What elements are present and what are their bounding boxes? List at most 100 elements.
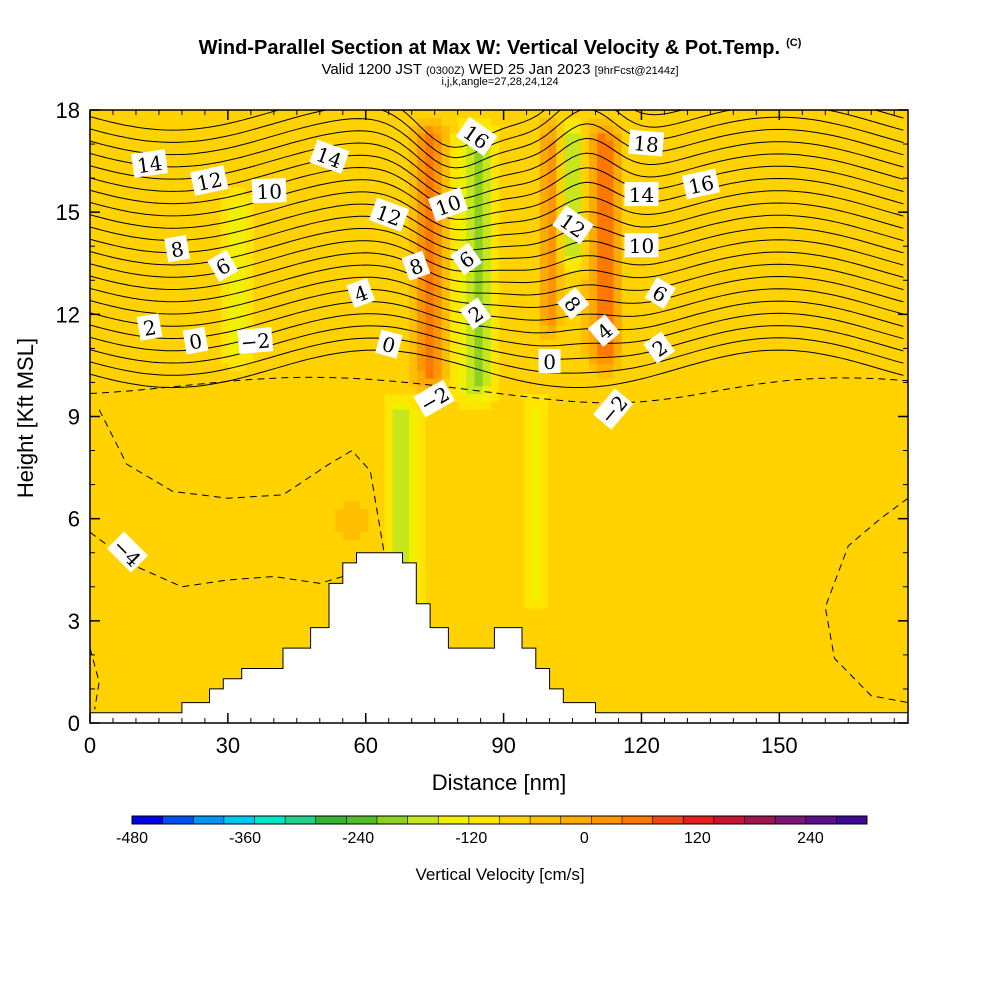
field-cell (155, 232, 165, 241)
field-cell (474, 401, 484, 410)
field-cell (359, 117, 369, 126)
field-cell (515, 117, 525, 126)
field-cell (188, 416, 197, 425)
field-cell (147, 194, 157, 203)
field-cell (499, 508, 508, 517)
field-cell (286, 232, 296, 241)
field-cell (204, 232, 214, 241)
field-cell (319, 477, 328, 487)
field-cell (572, 140, 582, 149)
field-cell (229, 148, 238, 157)
field-cell (580, 615, 590, 624)
field-cell (220, 531, 230, 540)
field-cell (409, 163, 418, 172)
field-cell (409, 125, 418, 134)
field-cell (90, 232, 99, 241)
field-cell (572, 316, 582, 326)
field-cell (523, 608, 533, 617)
field-cell (351, 531, 361, 540)
field-cell (229, 416, 238, 425)
field-cell (245, 416, 255, 425)
field-cell (212, 431, 222, 441)
field-cell (368, 347, 377, 356)
field-cell (220, 370, 230, 379)
field-cell (147, 301, 157, 310)
field-cell (90, 638, 99, 647)
field-cell (220, 523, 230, 533)
field-cell (319, 416, 328, 425)
field-cell (155, 316, 165, 326)
field-cell (188, 286, 197, 295)
field-cell (106, 201, 116, 211)
field-cell (139, 477, 148, 487)
field-cell (433, 523, 443, 533)
field-cell (351, 155, 361, 165)
field-cell (245, 224, 255, 234)
field-cell (310, 125, 320, 134)
field-cell (384, 362, 394, 372)
field-cell (474, 270, 484, 280)
field-cell (425, 339, 435, 349)
field-cell (139, 631, 148, 640)
field-cell (245, 454, 255, 464)
field-cell (139, 707, 148, 716)
field-cell (122, 577, 132, 586)
field-cell (302, 362, 312, 372)
field-cell (261, 439, 271, 448)
field-cell (155, 209, 165, 218)
field-cell (90, 669, 99, 678)
field-cell (253, 110, 263, 119)
field-cell (245, 539, 255, 548)
field-cell (482, 615, 492, 624)
field-cell (368, 370, 377, 379)
field-cell (580, 485, 590, 494)
field-cell (588, 592, 598, 601)
field-cell (556, 240, 566, 249)
field-cell (122, 462, 132, 471)
field-cell (343, 209, 353, 218)
field-cell (515, 163, 525, 172)
field-cell (130, 615, 140, 624)
field-cell (106, 539, 116, 548)
field-cell (220, 608, 230, 617)
field-cell (269, 531, 279, 540)
field-cell (507, 539, 516, 548)
field-cell (130, 324, 140, 333)
field-cell (114, 324, 124, 333)
field-cell (507, 523, 516, 533)
field-cell (261, 539, 271, 548)
field-cell (327, 401, 336, 410)
field-cell (196, 224, 206, 234)
field-cell (106, 163, 116, 172)
field-cell (556, 477, 566, 487)
field-cell (417, 416, 426, 425)
field-cell (229, 569, 238, 579)
field-cell (580, 439, 590, 448)
field-cell (171, 677, 181, 686)
field-cell (122, 707, 132, 716)
field-cell (179, 171, 189, 180)
field-cell (417, 500, 426, 510)
field-cell (163, 462, 173, 471)
field-cell (114, 263, 124, 272)
field-cell (392, 155, 402, 165)
field-cell (588, 454, 598, 464)
field-cell (359, 186, 369, 195)
field-cell (572, 110, 582, 119)
field-cell (98, 500, 107, 510)
field-cell (539, 125, 549, 134)
field-cell (531, 309, 541, 318)
field-cell (335, 378, 345, 387)
field-cell (106, 232, 116, 241)
field-cell (327, 209, 336, 218)
field-cell (359, 148, 369, 157)
field-cell (490, 554, 500, 563)
field-cell (507, 132, 516, 142)
field-cell (171, 600, 181, 609)
field-cell (196, 554, 206, 563)
field-cell (179, 270, 189, 280)
field-cell (490, 439, 500, 448)
field-cell (449, 110, 459, 119)
field-cell (302, 447, 312, 456)
field-cell (163, 332, 173, 341)
